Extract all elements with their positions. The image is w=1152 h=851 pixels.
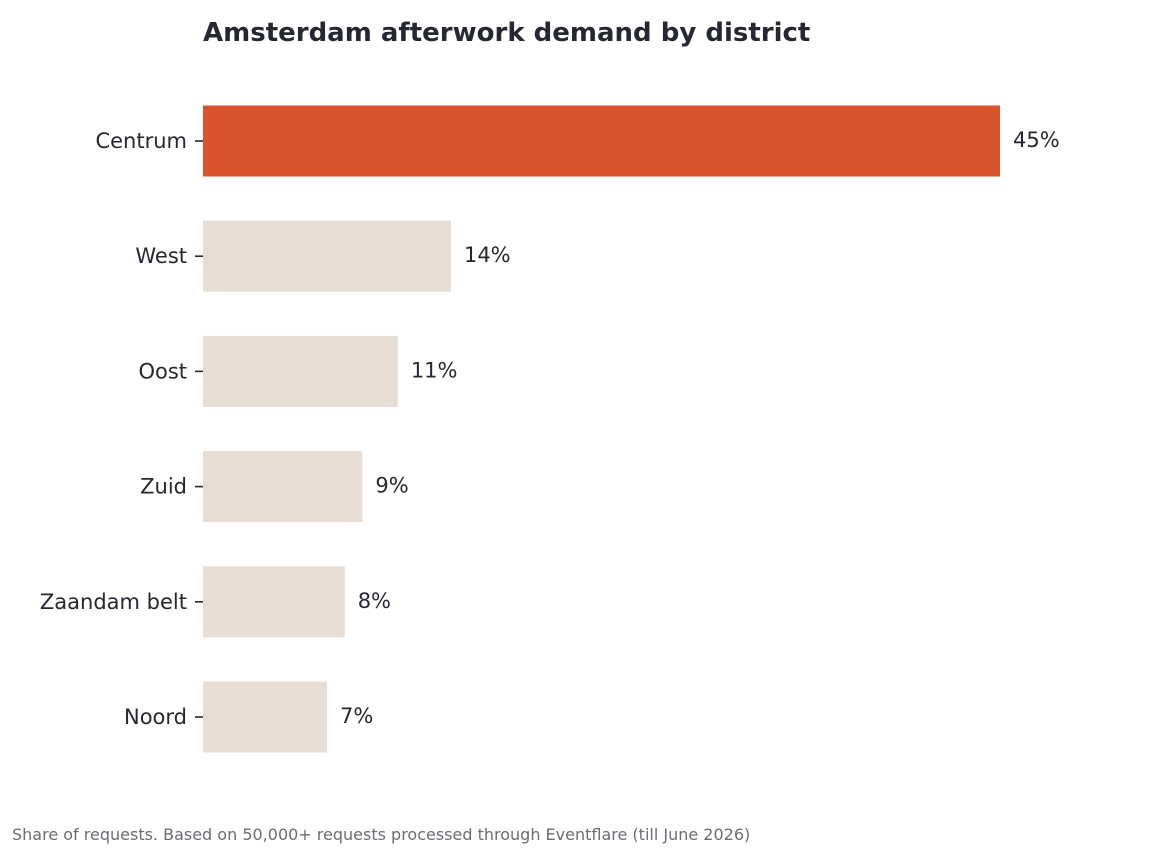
- value-labels: 45% 14% 11% 9% 8% 7%: [340, 128, 1060, 728]
- y-tick-label-zaandam-belt: Zaandam belt: [40, 590, 187, 614]
- bar-oost: [203, 335, 398, 407]
- bar-zuid: [203, 451, 363, 523]
- bar-centrum: [203, 105, 1000, 177]
- y-tick-label-west: West: [135, 244, 187, 268]
- chart-title: Amsterdam afterwork demand by district: [203, 18, 811, 48]
- bar-zaandam-belt: [203, 566, 345, 638]
- y-axis: Centrum West Oost Zuid Zaandam belt Noord: [40, 129, 203, 729]
- y-tick-label-noord: Noord: [124, 705, 187, 729]
- y-tick-label-centrum: Centrum: [95, 129, 187, 153]
- value-label-west: 14%: [464, 243, 511, 267]
- y-tick-label-oost: Oost: [138, 359, 187, 383]
- y-tick-label-zuid: Zuid: [140, 475, 187, 499]
- bars: [203, 105, 1000, 753]
- bar-noord: [203, 681, 327, 753]
- value-label-zaandam-belt: 8%: [358, 589, 391, 613]
- value-label-noord: 7%: [340, 704, 373, 728]
- value-label-zuid: 9%: [375, 474, 408, 498]
- value-label-oost: 11%: [411, 358, 458, 382]
- footer-note: Share of requests. Based on 50,000+ requ…: [12, 825, 751, 844]
- bar-west: [203, 220, 451, 292]
- value-label-centrum: 45%: [1013, 128, 1060, 152]
